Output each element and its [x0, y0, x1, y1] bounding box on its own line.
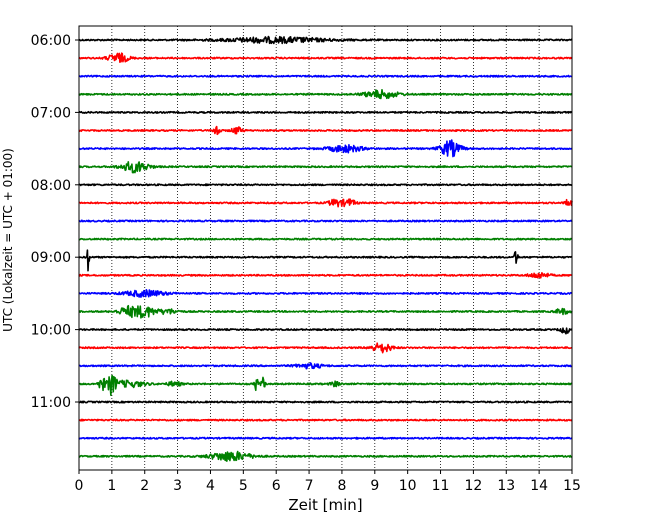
trace-1130 — [78, 436, 573, 440]
x-axis: 0 1 2 3 4 5 6 7 8 9 10 11 12 13 14 15 — [75, 470, 581, 494]
trace-0630 — [78, 74, 573, 78]
trace-0800 — [78, 183, 573, 187]
trace-0615 — [78, 52, 573, 64]
y-tick-label: 09:00 — [31, 250, 71, 266]
x-tick-label: 3 — [173, 478, 182, 494]
x-tick-label: 2 — [140, 478, 149, 494]
trace-0730 — [78, 139, 573, 158]
trace-1030 — [78, 362, 573, 370]
trace-1015 — [78, 342, 573, 354]
x-tick-label: 6 — [272, 478, 281, 494]
x-tick-label: 9 — [370, 478, 379, 494]
trace-0900 — [78, 249, 573, 272]
x-tick-label: 5 — [239, 478, 248, 494]
trace-0930 — [78, 288, 573, 298]
x-tick-label: 8 — [337, 478, 346, 494]
x-tick-label: 11 — [432, 478, 450, 494]
x-tick-label: 1 — [107, 478, 116, 494]
trace-1100 — [78, 400, 573, 404]
x-tick-label: 14 — [530, 478, 548, 494]
y-tick-label: 11:00 — [31, 395, 71, 411]
plot-frame — [78, 25, 573, 471]
trace-0945 — [78, 304, 573, 319]
trace-1045 — [78, 374, 573, 397]
x-tick-label: 12 — [464, 478, 482, 494]
trace-0745 — [78, 161, 573, 174]
trace-0715 — [78, 125, 573, 136]
grid — [111, 26, 540, 470]
x-tick-label: 0 — [75, 478, 84, 494]
trace-0700 — [78, 110, 573, 114]
y-tick-label: 10:00 — [31, 323, 71, 339]
x-tick-label: 7 — [305, 478, 314, 494]
y-tick-label: 08:00 — [31, 178, 71, 194]
x-tick-label: 13 — [497, 478, 515, 494]
trace-0915 — [78, 272, 573, 279]
trace-0845 — [78, 237, 573, 241]
y-tick-label: 06:00 — [31, 33, 71, 49]
trace-1115 — [78, 418, 573, 422]
x-tick-label: 10 — [399, 478, 417, 494]
trace-0645 — [78, 88, 573, 100]
trace-0815 — [78, 198, 573, 208]
x-tick-label: 15 — [563, 478, 581, 494]
y-axis: 06:00 07:00 08:00 09:00 10:00 11:00 — [31, 33, 79, 411]
trace-1145 — [78, 450, 573, 462]
y-axis-label: UTC (Lokalzeit = UTC + 01:00) — [1, 148, 15, 332]
x-tick-label: 4 — [206, 478, 215, 494]
traces — [78, 35, 573, 462]
x-axis-label: Zeit [min] — [288, 496, 362, 514]
trace-0600 — [78, 35, 573, 45]
trace-0830 — [78, 219, 573, 223]
trace-1000 — [78, 327, 573, 335]
y-tick-label: 07:00 — [31, 105, 71, 121]
